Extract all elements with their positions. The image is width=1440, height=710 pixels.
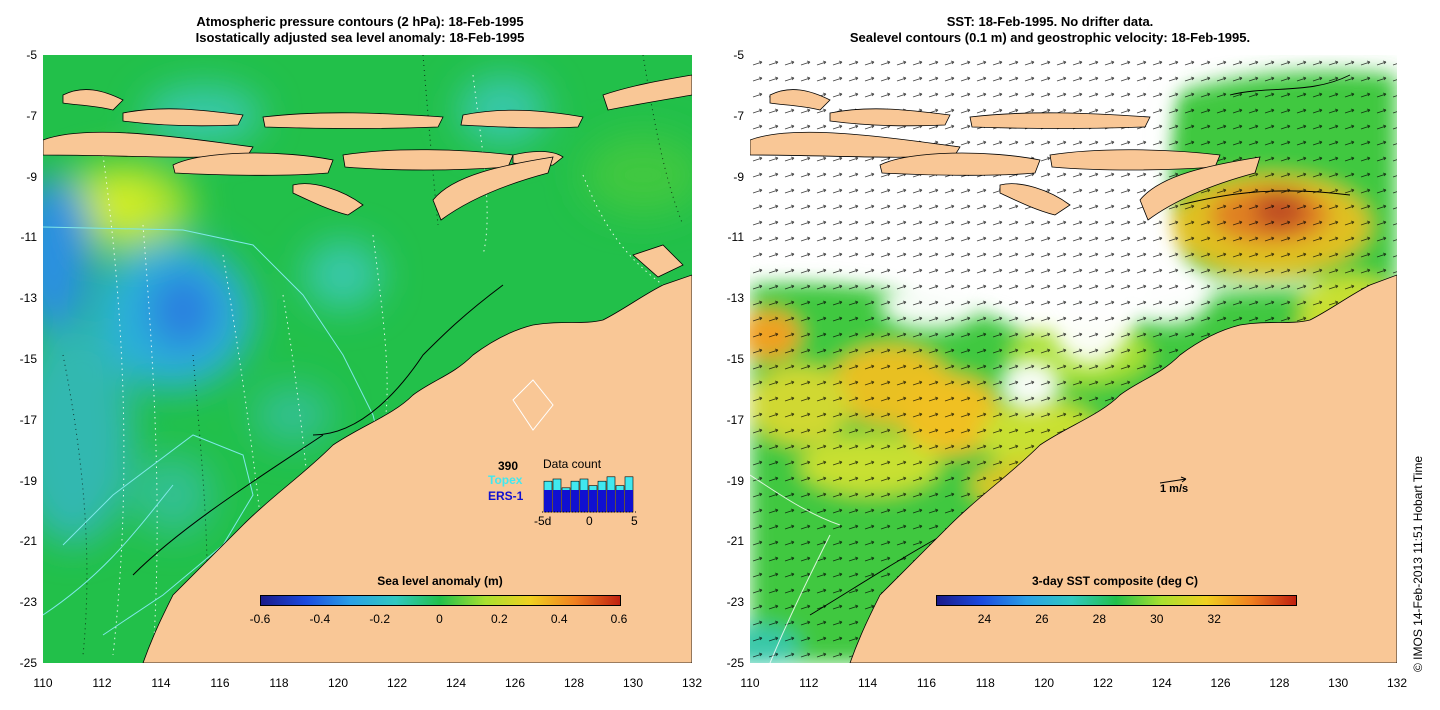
right-y-tick: -19 — [726, 473, 744, 488]
left-x-tick: 110 — [33, 676, 53, 690]
colorbar-tick-label: 30 — [1150, 612, 1164, 626]
right-x-tick: 126 — [1210, 676, 1231, 690]
data-count-topex-label: Topex — [488, 473, 523, 487]
right-colorbar-title: 3-day SST composite (deg C) — [1031, 574, 1199, 588]
colorbar-tick-label: 0.6 — [610, 612, 628, 626]
left-x-tick: 126 — [504, 676, 526, 690]
colorbar-tick-label: 0 — [436, 612, 443, 626]
left-x-tick: 132 — [681, 676, 703, 690]
left-y-tick: -11 — [20, 230, 37, 245]
left-x-tick: 122 — [386, 676, 408, 690]
left-y-tick: -5 — [26, 48, 37, 62]
data-count-title: Data count — [543, 457, 602, 471]
left-y-tick: -19 — [19, 473, 37, 488]
right-y-tick: -17 — [726, 412, 744, 427]
left-x-tick: 128 — [563, 676, 585, 690]
left-title-line2: Isostatically adjusted sea level anomaly… — [195, 30, 525, 45]
data-count-bar-ers — [616, 490, 624, 512]
data-count-bar-ers — [562, 490, 570, 512]
right-x-tick: 124 — [1151, 676, 1172, 690]
right-x-tick: 132 — [1386, 676, 1408, 690]
right-y-tick: -11 — [727, 230, 744, 245]
left-x-tick: 114 — [151, 676, 171, 690]
data-count-tick-end: 5 — [631, 514, 638, 528]
left-y-tick: -13 — [19, 291, 37, 306]
right-x-tick: 128 — [1269, 676, 1290, 690]
left-x-tick: 116 — [210, 676, 230, 690]
right-y-tick: -15 — [726, 352, 744, 366]
colorbar-tick-label: 24 — [977, 612, 992, 626]
data-count-bar-ers — [580, 490, 588, 512]
colorbar-tick-label: -0.6 — [249, 612, 271, 626]
left-y-tick: -15 — [19, 352, 37, 366]
left-x-tick: 130 — [622, 676, 644, 690]
left-colorbar — [260, 595, 621, 606]
data-count-bar-ers — [625, 490, 633, 512]
right-x-tick: 130 — [1328, 676, 1349, 690]
right-x-tick: 122 — [1092, 676, 1113, 690]
right-x-tick: 116 — [916, 676, 937, 690]
data-count-bar-ers — [544, 490, 552, 512]
right-y-tick: -13 — [726, 291, 744, 306]
right-x-tick: 110 — [740, 676, 760, 690]
right-y-tick: -25 — [726, 656, 744, 670]
right-title-line1: SST: 18-Feb-1995. No drifter data. — [946, 14, 1154, 29]
data-count-bar-ers — [571, 490, 579, 512]
right-y-tick: -5 — [733, 48, 744, 62]
left-y-tick: -9 — [26, 169, 37, 184]
colorbar-tick-label: 26 — [1035, 612, 1049, 626]
left-x-tick: 120 — [327, 676, 349, 690]
colorbar-tick-label: 28 — [1092, 612, 1107, 626]
right-x-tick: 118 — [975, 676, 995, 690]
colorbar-tick-label: 32 — [1207, 612, 1221, 626]
right-y-tick: -23 — [726, 595, 744, 610]
data-count-ers-label: ERS-1 — [488, 489, 524, 503]
right-y-tick: -21 — [726, 534, 744, 549]
right-x-tick: 112 — [799, 676, 819, 690]
colorbar-tick-label: -0.2 — [369, 612, 390, 626]
right-map-graphic — [750, 55, 1397, 663]
data-count-tick-zero: 0 — [586, 514, 593, 528]
data-count-bar-ers — [553, 490, 561, 512]
left-x-tick: 118 — [269, 676, 289, 690]
colorbar-tick-label: 0.4 — [550, 612, 568, 626]
left-x-tick: 112 — [92, 676, 112, 690]
left-colorbar-title: Sea level anomaly (m) — [377, 574, 503, 588]
right-y-tick: -9 — [733, 169, 744, 184]
right-x-tick: 120 — [1034, 676, 1055, 690]
left-map-sea-level-anomaly — [43, 55, 692, 663]
left-y-tick: -23 — [19, 595, 37, 610]
left-title-line1: Atmospheric pressure contours (2 hPa): 1… — [196, 14, 524, 29]
left-x-tick: 124 — [445, 676, 467, 690]
data-count-inset: 390 Topex ERS-1 Data count -5d 0 5 — [488, 455, 648, 535]
right-map-sst: 1 m/s — [750, 55, 1397, 663]
data-count-number: 390 — [498, 459, 519, 473]
left-y-tick: -21 — [19, 534, 37, 549]
credit-text: © IMOS 14-Feb-2013 11:51 Hobart Time — [1411, 455, 1425, 672]
australia-landmass-right — [849, 274, 1397, 663]
right-y-tick: -7 — [733, 108, 744, 123]
velocity-scale-label: 1 m/s — [1160, 483, 1189, 495]
data-count-bar-ers — [598, 490, 606, 512]
data-count-tick-start: -5d — [534, 514, 552, 528]
left-y-tick: -17 — [19, 412, 37, 427]
right-title-line2: Sealevel contours (0.1 m) and geostrophi… — [849, 30, 1251, 45]
data-count-bar-ers — [607, 490, 615, 512]
colorbar-tick-label: 0.2 — [490, 612, 508, 626]
left-y-tick: -25 — [19, 656, 37, 670]
left-y-tick: -7 — [26, 108, 37, 123]
colorbar-tick-label: -0.4 — [309, 612, 331, 626]
right-x-tick: 114 — [858, 676, 878, 690]
left-map-graphic — [43, 55, 692, 663]
australia-landmass — [142, 274, 692, 663]
data-count-bar-ers — [589, 490, 597, 512]
data-count-bars — [542, 476, 638, 513]
right-colorbar — [936, 595, 1297, 606]
